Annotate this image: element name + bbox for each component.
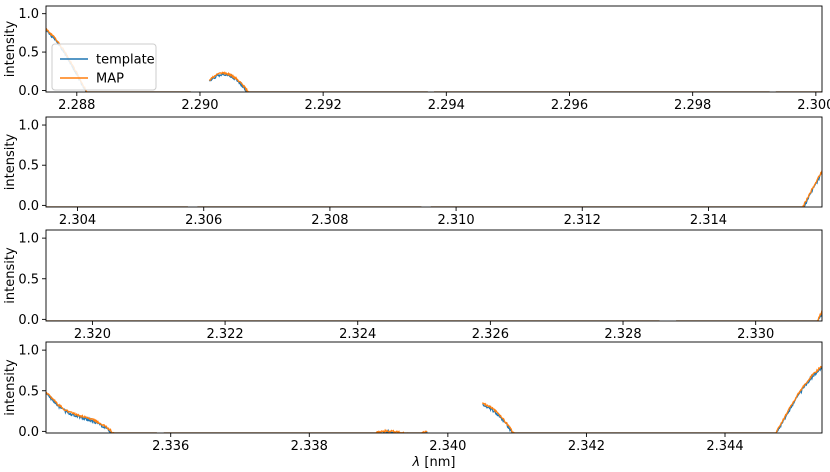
x-tick-label: 2.304 [59, 213, 96, 228]
y-axis-label: intensity [3, 359, 18, 416]
y-axis-label: intensity [3, 247, 18, 304]
y-tick-label: 1.0 [18, 232, 39, 247]
legend: template MAP [51, 43, 157, 91]
y-tick-label: 1.0 [18, 7, 39, 22]
axes-frame [45, 5, 823, 93]
series-map-line [46, 310, 822, 321]
y-tick-label: 0.0 [18, 84, 39, 99]
plot-area [46, 28, 822, 92]
axes-frame [45, 116, 823, 208]
plot-area [46, 310, 822, 321]
y-tick-label: 0.0 [18, 425, 39, 440]
y-tick-label: 1.0 [18, 344, 39, 359]
x-tick-label: 2.308 [311, 213, 348, 228]
x-tick-label: 2.320 [74, 327, 111, 342]
y-tick-label: 0.0 [18, 199, 39, 214]
x-tick-label: 2.336 [152, 439, 189, 454]
y-axis-label: intensity [3, 134, 18, 191]
y-tick-label: 0.5 [18, 272, 39, 287]
plot-area [46, 365, 822, 433]
x-tick-label: 2.296 [551, 98, 588, 113]
y-tick-label: 0.5 [18, 46, 39, 61]
x-tick-label: 2.342 [568, 439, 605, 454]
series-template-line [46, 366, 822, 433]
series-map-line [46, 170, 822, 207]
x-tick-label: 2.328 [604, 327, 641, 342]
x-tick-label: 2.330 [737, 327, 774, 342]
legend-label-map: MAP [96, 72, 124, 87]
series-template-line [46, 171, 822, 207]
y-tick-label: 0.5 [18, 159, 39, 174]
x-tick-label: 2.294 [428, 98, 465, 113]
series-template-line [46, 312, 822, 321]
x-tick-label: 2.340 [429, 439, 466, 454]
x-tick-label: 2.312 [564, 213, 601, 228]
plot-area [46, 170, 822, 207]
x-tick-label: 2.344 [706, 439, 743, 454]
x-tick-label: 2.326 [472, 327, 509, 342]
y-tick-label: 0.5 [18, 384, 39, 399]
series-map-line [46, 28, 822, 92]
x-tick-label: 2.300 [797, 98, 830, 113]
x-axis-label: λ [nm] [412, 455, 456, 470]
y-axis-label: intensity [3, 21, 18, 78]
x-tick-label: 2.322 [206, 327, 243, 342]
axes-frame [45, 341, 823, 434]
x-tick-label: 2.310 [437, 213, 474, 228]
x-tick-label: 2.324 [339, 327, 376, 342]
y-tick-label: 1.0 [18, 119, 39, 134]
x-tick-label: 2.292 [305, 98, 342, 113]
panel-4: 2.336 2.338 2.340 2.342 2.344 0.0 0.5 1.0intens… [3, 341, 823, 454]
series-template-line [46, 28, 822, 92]
series-map-line [46, 365, 822, 433]
x-tick-label: 2.298 [674, 98, 711, 113]
panel-1: 2.288 2.290 2.292 2.294 2.296 2.298 2.300 0.0 0.… [3, 5, 830, 113]
x-tick-label: 2.338 [291, 439, 328, 454]
x-tick-label: 2.288 [58, 98, 95, 113]
panel-2: 2.304 2.306 2.308 2.310 2.312 2.314 0.0 0.5 1.0i… [3, 116, 823, 228]
panel-3: 2.320 2.322 2.324 2.326 2.328 2.330 0.0 0.5 1.0i… [3, 229, 823, 342]
x-tick-label: 2.314 [690, 213, 727, 228]
legend-label-template: template [96, 53, 155, 68]
y-tick-label: 0.0 [18, 313, 39, 328]
axes-frame [45, 229, 823, 322]
x-tick-label: 2.306 [185, 213, 222, 228]
x-tick-label: 2.290 [181, 98, 218, 113]
